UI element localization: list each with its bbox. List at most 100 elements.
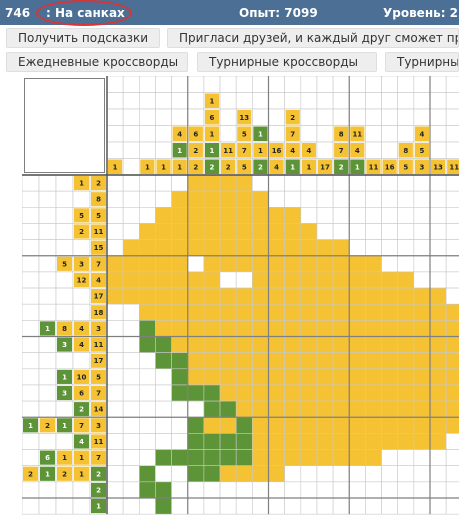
grid-cell[interactable] <box>139 416 156 434</box>
grid-cell[interactable] <box>429 190 447 208</box>
grid-cell[interactable] <box>445 287 459 305</box>
grid-cell[interactable] <box>139 481 156 499</box>
grid-cell[interactable] <box>316 190 334 208</box>
grid-cell[interactable] <box>139 223 156 240</box>
grid-cell[interactable] <box>252 449 269 466</box>
grid-cell[interactable] <box>203 255 221 273</box>
grid-cell[interactable] <box>122 465 140 483</box>
grid-cell[interactable] <box>348 190 366 208</box>
grid-cell[interactable] <box>155 320 172 337</box>
grid-cell[interactable] <box>445 271 459 289</box>
grid-cell[interactable] <box>381 174 398 192</box>
grid-cell[interactable] <box>219 481 237 499</box>
grid-cell[interactable] <box>365 465 382 483</box>
grid-cell[interactable] <box>252 223 269 240</box>
grid-cell[interactable] <box>187 320 205 337</box>
grid-cell[interactable] <box>429 271 447 289</box>
grid-cell[interactable] <box>235 174 253 192</box>
grid-cell[interactable] <box>122 449 140 466</box>
grid-cell[interactable] <box>171 384 189 402</box>
grid-cell[interactable] <box>187 271 205 289</box>
grid-cell[interactable] <box>268 352 285 370</box>
grid-cell[interactable] <box>235 416 253 434</box>
grid-cell[interactable] <box>413 352 431 370</box>
grid-cell[interactable] <box>429 400 447 418</box>
grid-cell[interactable] <box>139 384 156 402</box>
grid-cell[interactable] <box>429 352 447 370</box>
grid-cell[interactable] <box>219 465 237 483</box>
grid-cell[interactable] <box>348 255 366 273</box>
grid-cell[interactable] <box>203 449 221 466</box>
grid-cell[interactable] <box>219 320 237 337</box>
grid-cell[interactable] <box>445 481 459 499</box>
grid-cell[interactable] <box>445 336 459 353</box>
grid-cell[interactable] <box>284 368 302 386</box>
grid-cell[interactable] <box>252 416 269 434</box>
grid-cell[interactable] <box>139 174 156 192</box>
grid-cell[interactable] <box>187 303 205 321</box>
grid-cell[interactable] <box>413 287 431 305</box>
grid-cell[interactable] <box>252 190 269 208</box>
grid-cell[interactable] <box>106 336 124 353</box>
grid-cell[interactable] <box>332 368 350 386</box>
grid-cell[interactable] <box>155 287 172 305</box>
get-hints-button[interactable]: Получить подсказки <box>6 28 160 48</box>
grid-cell[interactable] <box>413 303 431 321</box>
grid-cell[interactable] <box>155 465 172 483</box>
grid-cell[interactable] <box>268 320 285 337</box>
grid-cell[interactable] <box>203 384 221 402</box>
grid-cell[interactable] <box>348 481 366 499</box>
grid-cell[interactable] <box>348 207 366 224</box>
grid-cell[interactable] <box>397 190 415 208</box>
grid-cell[interactable] <box>413 223 431 240</box>
grid-cell[interactable] <box>381 303 398 321</box>
grid-cell[interactable] <box>332 384 350 402</box>
grid-cell[interactable] <box>332 449 350 466</box>
grid-cell[interactable] <box>365 481 382 499</box>
grid-cell[interactable] <box>300 255 318 273</box>
grid-cell[interactable] <box>365 433 382 450</box>
grid-cell[interactable] <box>300 239 318 257</box>
grid-cell[interactable] <box>171 497 189 515</box>
grid-cell[interactable] <box>122 174 140 192</box>
grid-cell[interactable] <box>122 497 140 515</box>
grid-cell[interactable] <box>316 384 334 402</box>
grid-cell[interactable] <box>300 336 318 353</box>
grid-cell[interactable] <box>300 384 318 402</box>
grid-cell[interactable] <box>332 207 350 224</box>
grid-cell[interactable] <box>171 368 189 386</box>
grid-cell[interactable] <box>381 320 398 337</box>
grid-cell[interactable] <box>413 465 431 483</box>
grid-cell[interactable] <box>187 255 205 273</box>
grid-cell[interactable] <box>106 400 124 418</box>
grid-cell[interactable] <box>429 287 447 305</box>
grid-cell[interactable] <box>445 207 459 224</box>
grid-cell[interactable] <box>445 303 459 321</box>
grid-cell[interactable] <box>219 207 237 224</box>
grid-cell[interactable] <box>284 207 302 224</box>
grid-cell[interactable] <box>445 400 459 418</box>
grid-cell[interactable] <box>122 239 140 257</box>
grid-cell[interactable] <box>187 497 205 515</box>
grid-cell[interactable] <box>219 352 237 370</box>
grid-cell[interactable] <box>332 497 350 515</box>
grid-cell[interactable] <box>332 190 350 208</box>
grid-cell[interactable] <box>155 400 172 418</box>
grid-cell[interactable] <box>397 271 415 289</box>
grid-cell[interactable] <box>381 368 398 386</box>
grid-cell[interactable] <box>316 416 334 434</box>
grid-cell[interactable] <box>348 416 366 434</box>
grid-cell[interactable] <box>106 449 124 466</box>
grid-cell[interactable] <box>397 239 415 257</box>
grid-cell[interactable] <box>316 239 334 257</box>
grid-cell[interactable] <box>268 207 285 224</box>
grid-cell[interactable] <box>171 271 189 289</box>
grid-cell[interactable] <box>187 223 205 240</box>
grid-cell[interactable] <box>219 400 237 418</box>
grid-cell[interactable] <box>139 497 156 515</box>
grid-cell[interactable] <box>106 174 124 192</box>
grid-cell[interactable] <box>348 336 366 353</box>
grid-cell[interactable] <box>300 303 318 321</box>
grid-cell[interactable] <box>268 481 285 499</box>
grid-cell[interactable] <box>187 190 205 208</box>
